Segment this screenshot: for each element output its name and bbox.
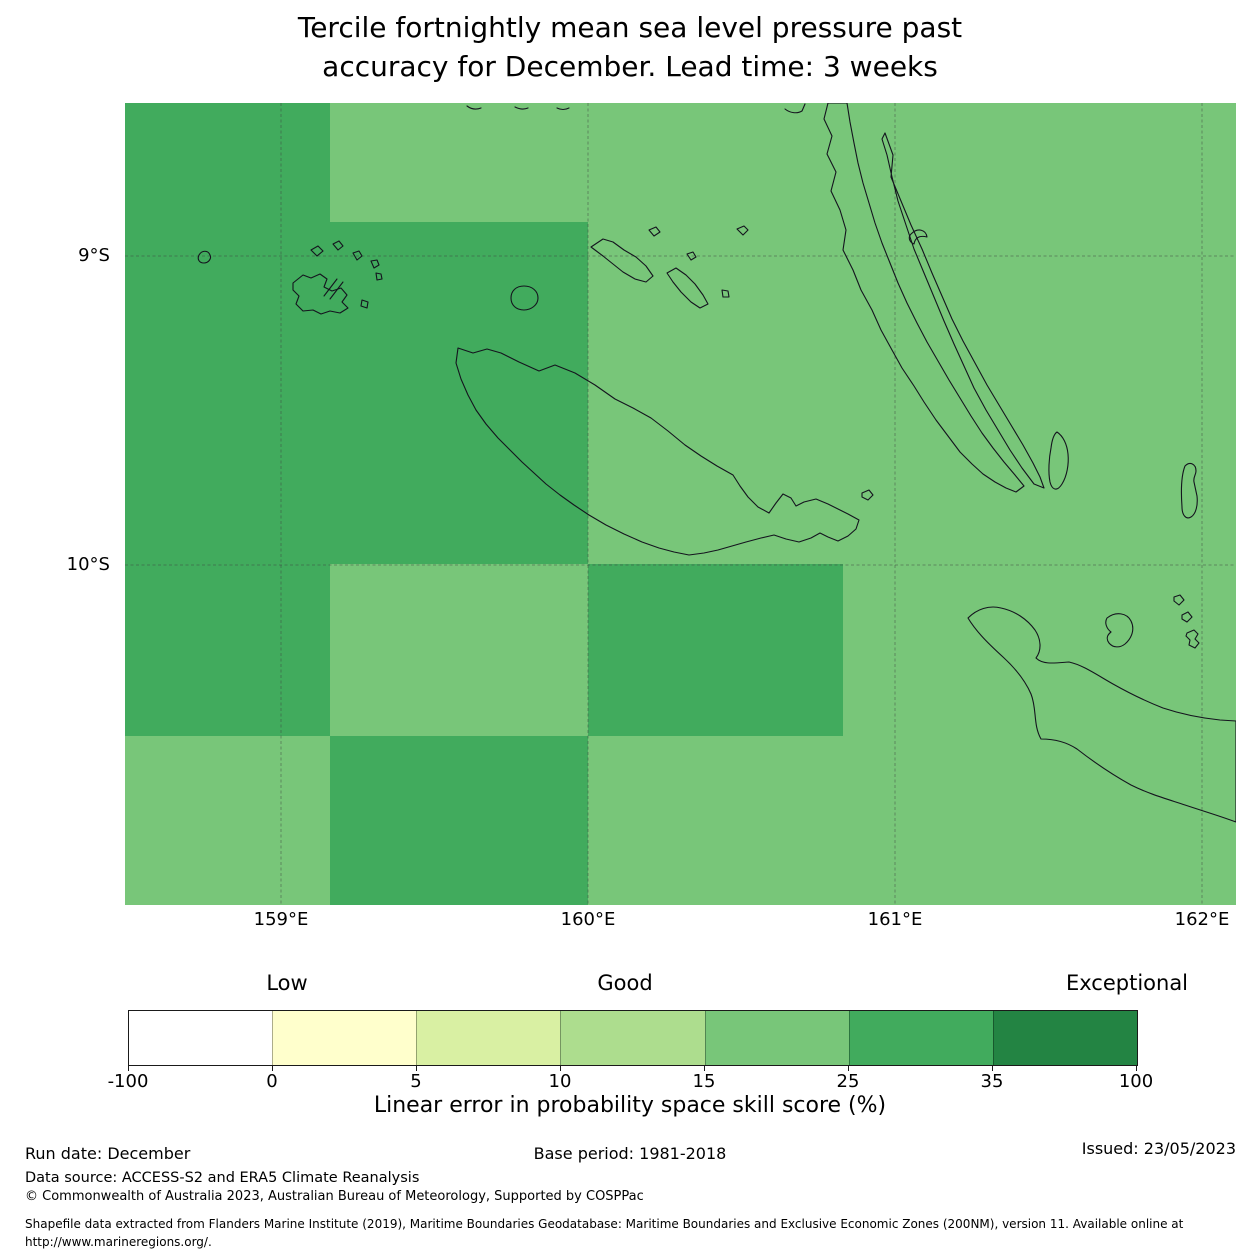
coastline <box>292 273 349 315</box>
x-tick-label: 162°E <box>1174 909 1230 930</box>
y-tick-label: 9°S <box>78 245 110 266</box>
colorbar-tick-mark <box>128 1065 129 1071</box>
coastline <box>686 251 697 261</box>
map-svg <box>125 103 1236 905</box>
colorbar-tick-mark <box>704 1065 705 1071</box>
coastline <box>352 250 363 261</box>
coastline <box>323 278 338 297</box>
colorbar-tick-mark <box>416 1065 417 1071</box>
coastline <box>455 347 860 556</box>
chart-title: Tercile fortnightly mean sea level press… <box>0 8 1260 86</box>
colorbar-segment <box>416 1011 561 1065</box>
colorbar-tick-label: 35 <box>980 1071 1004 1092</box>
coastline <box>466 105 482 110</box>
colorbar-tick-label: 25 <box>836 1071 860 1092</box>
coastline <box>908 229 928 245</box>
coastline <box>721 289 730 298</box>
y-tick-label: 10°S <box>66 554 110 575</box>
x-tick-label: 160°E <box>560 909 616 930</box>
coastline <box>375 272 383 281</box>
coastline <box>1048 431 1069 490</box>
colorbar-tick-label: 10 <box>548 1071 572 1092</box>
coastline <box>1105 613 1134 648</box>
colorbar-segment <box>560 1011 705 1065</box>
colorbar-tick-mark <box>560 1065 561 1071</box>
coastline <box>556 107 570 111</box>
colorbar-segment <box>129 1011 273 1065</box>
colorbar-tick-mark <box>1136 1065 1137 1071</box>
x-tick-label: 159°E <box>253 909 309 930</box>
colorbar-quality-label: Exceptional <box>1065 971 1189 995</box>
colorbar-quality-label: Good <box>597 971 653 995</box>
run-date-text: Run date: December <box>25 1144 191 1163</box>
copyright-text: © Commonwealth of Australia 2023, Austra… <box>25 1189 644 1204</box>
coastline <box>197 250 212 264</box>
coastline <box>861 489 874 501</box>
shapefile-attribution-line-2: http://www.marineregions.org/. <box>25 1235 212 1249</box>
coastline <box>1173 594 1185 606</box>
coastline <box>967 606 1236 823</box>
colorbar <box>128 1010 1138 1066</box>
colorbar-tick-mark <box>272 1065 273 1071</box>
coastline <box>881 132 1045 489</box>
skill-cell-25-35 <box>588 564 843 736</box>
colorbar-segment <box>272 1011 417 1065</box>
coastline <box>736 225 749 236</box>
coastline <box>666 267 709 309</box>
coastline <box>310 245 324 257</box>
coastline <box>823 103 1025 493</box>
colorbar-segment <box>848 1011 993 1065</box>
colorbar-tick-label: 5 <box>410 1071 422 1092</box>
colorbar-tick-label: -100 <box>107 1071 149 1092</box>
chart-title-line-2: accuracy for December. Lead time: 3 week… <box>322 50 938 83</box>
issued-date-text: Issued: 23/05/2023 <box>1081 1139 1236 1158</box>
coastline <box>648 226 661 237</box>
coastline <box>360 299 369 309</box>
coastline <box>510 285 539 311</box>
base-period-text: Base period: 1981-2018 <box>533 1144 727 1163</box>
colorbar-tick-mark <box>848 1065 849 1071</box>
skill-cell-25-35 <box>330 222 588 564</box>
coastline <box>329 281 344 300</box>
skill-cell-25-35 <box>330 736 588 905</box>
colorbar-tick-label: 15 <box>692 1071 716 1092</box>
coastline <box>1181 611 1193 623</box>
shapefile-attribution-line-1: Shapefile data extracted from Flanders M… <box>25 1217 1184 1231</box>
colorbar-tick-label: 100 <box>1118 1071 1154 1092</box>
colorbar-segment <box>992 1011 1137 1065</box>
colorbar-caption: Linear error in probability space skill … <box>373 1093 887 1118</box>
coastline <box>1185 629 1200 649</box>
coastline <box>332 240 344 251</box>
chart-title-line-1: Tercile fortnightly mean sea level press… <box>297 11 963 44</box>
colorbar-tick-mark <box>992 1065 993 1071</box>
coastline <box>370 259 380 269</box>
map-plot <box>125 103 1236 905</box>
coastline <box>590 238 654 283</box>
coastline <box>514 106 529 110</box>
colorbar-tick-label: 0 <box>266 1071 278 1092</box>
coastline <box>1180 462 1198 519</box>
coastline <box>784 103 806 114</box>
x-tick-label: 161°E <box>867 909 923 930</box>
skill-cell-25-35 <box>125 103 330 736</box>
colorbar-quality-label: Low <box>266 971 308 995</box>
data-source-text: Data source: ACCESS-S2 and ERA5 Climate … <box>25 1170 420 1186</box>
colorbar-segment <box>704 1011 849 1065</box>
